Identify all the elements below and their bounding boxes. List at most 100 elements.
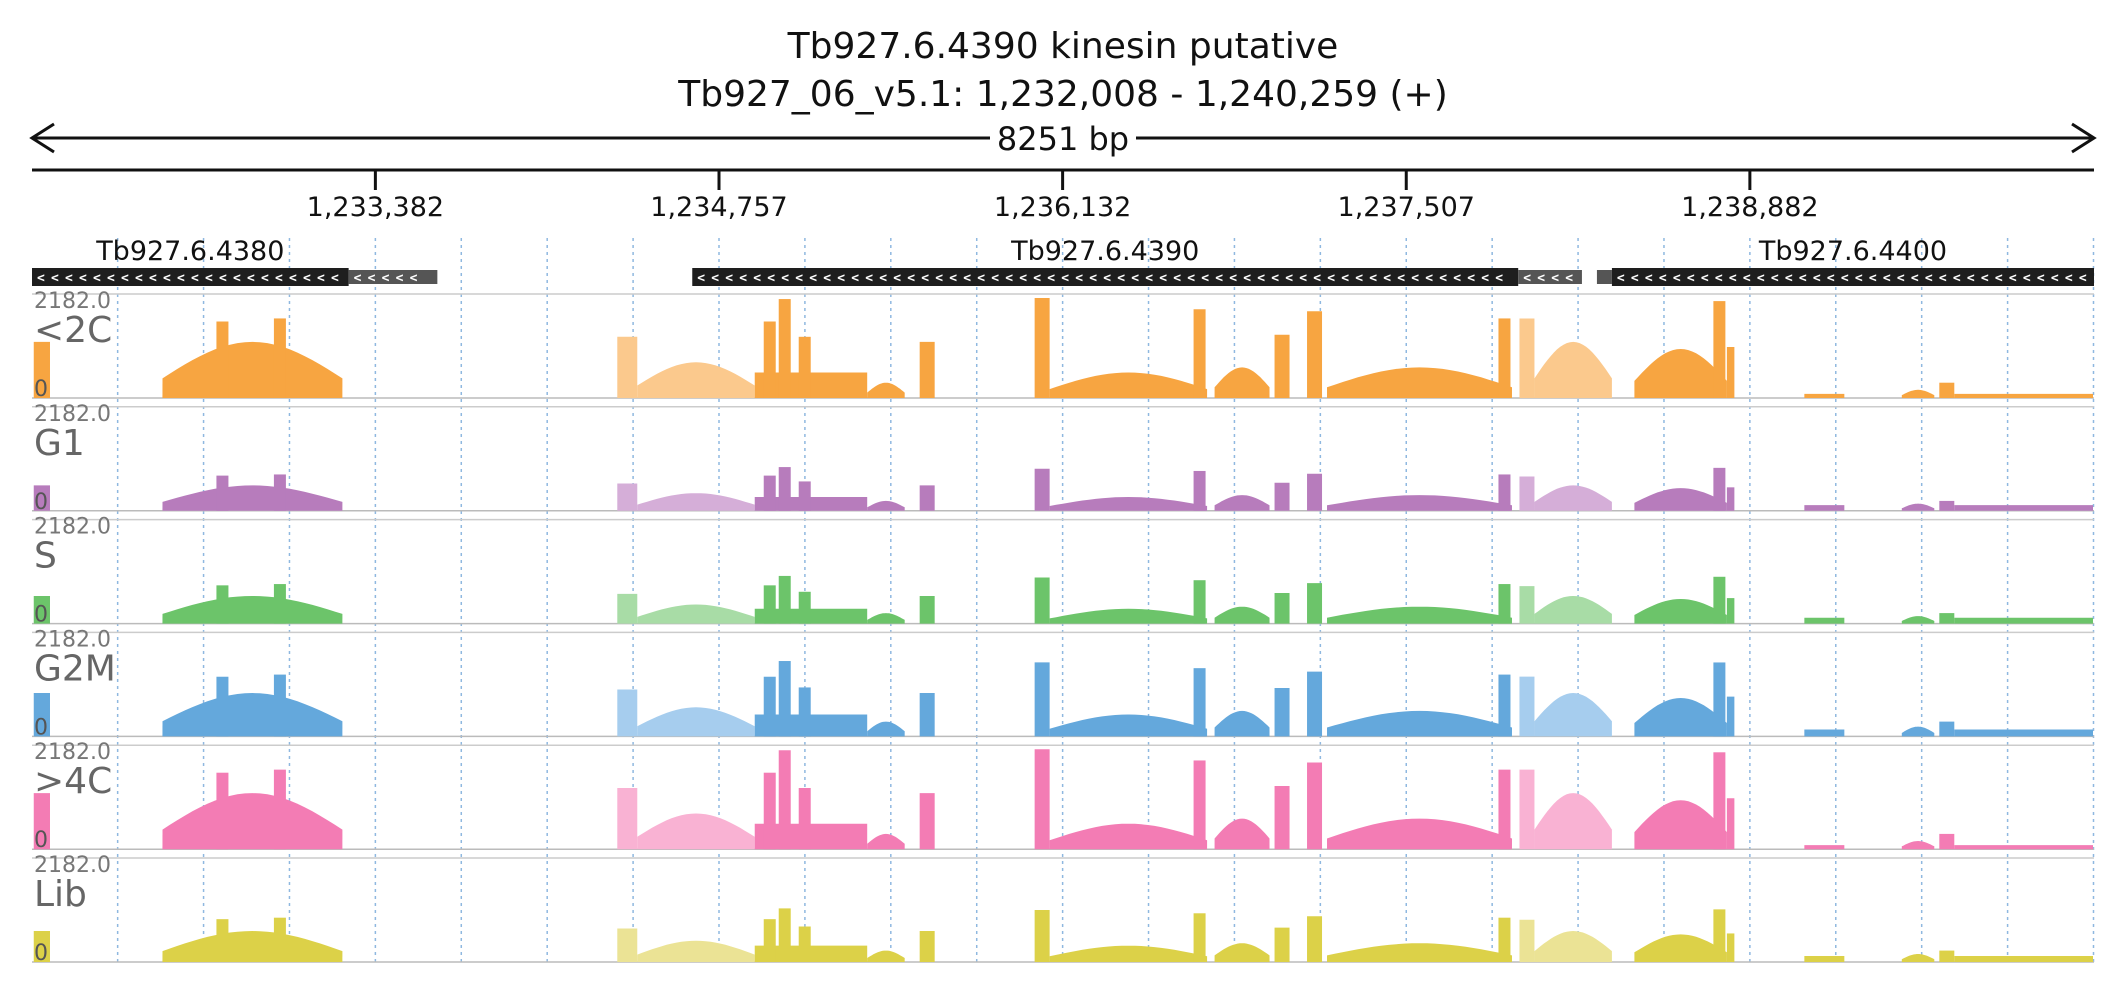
strand-chevron: < (1005, 271, 1013, 286)
track-4: 2182.0>4C 0 (32, 740, 2094, 853)
strand-chevron: < (275, 271, 283, 286)
strand-chevron: < (949, 271, 957, 286)
strand-chevron: < (977, 271, 985, 286)
strand-chevron: < (177, 271, 185, 286)
coverage-area (1634, 488, 1727, 511)
track-max-label: 2182.0 (34, 402, 111, 427)
strand-chevron: < (1061, 271, 1069, 286)
coverage-area (1519, 769, 1535, 850)
coverage-peak (273, 318, 286, 398)
coverage-area (1939, 382, 1955, 398)
strand-chevron: < (1089, 271, 1097, 286)
chart-title: Tb927.6.4390 kinesin putative (787, 26, 1339, 67)
strand-chevron: < (1411, 271, 1419, 286)
strand-chevron: < (149, 271, 157, 286)
strand-chevron: < (93, 271, 101, 286)
strand-chevron: < (51, 271, 59, 286)
coverage-area (637, 493, 755, 511)
coverage-area (1954, 393, 2094, 398)
coverage-area (1804, 845, 1845, 850)
coverage-peak (798, 926, 811, 962)
grid-lines (116, 238, 2095, 962)
coverage-peak (798, 336, 811, 398)
coverage-area (1214, 367, 1270, 398)
coverage-area (1804, 505, 1845, 511)
coverage-peak (778, 908, 791, 962)
coverage-area (1274, 785, 1290, 850)
coverage-peak (798, 687, 811, 737)
coverage-area (919, 595, 935, 624)
strand-chevron: < (1995, 271, 2003, 286)
strand-chevron: < (1799, 271, 1807, 286)
strand-chevron: < (303, 271, 311, 286)
strand-chevron: < (935, 271, 943, 286)
strand-chevron: < (1201, 271, 1209, 286)
coverage-peak (778, 750, 791, 850)
tick-label: 1,233,382 (307, 192, 444, 223)
strand-chevron: < (1453, 271, 1461, 286)
strand-chevron: < (739, 271, 747, 286)
strand-chevron: < (1313, 271, 1321, 286)
strand-chevron: < (921, 271, 929, 286)
coverage-peak (1498, 769, 1511, 850)
strand-chevron: < (1953, 271, 1961, 286)
coverage-peak (763, 772, 776, 850)
coverage-area (919, 341, 935, 398)
strand-chevron: < (1883, 271, 1891, 286)
coverage-peak (763, 321, 776, 398)
strand-chevron: < (233, 271, 241, 286)
strand-chevron: < (907, 271, 915, 286)
coverage-peak (273, 584, 286, 624)
coverage-area (1327, 606, 1512, 624)
strand-chevron: < (382, 271, 390, 286)
coverage-area (1954, 729, 2094, 737)
coverage-area (1049, 823, 1208, 850)
coverage-area (1954, 505, 2094, 511)
coverage-peak (1193, 309, 1206, 398)
strand-chevron: < (1117, 271, 1125, 286)
track-name: G2M (34, 648, 116, 689)
coverage-peak (273, 917, 286, 962)
coverage-peak (1498, 917, 1511, 962)
strand-chevron: < (2065, 271, 2073, 286)
coverage-area (1939, 721, 1955, 737)
strand-chevron: < (725, 271, 733, 286)
strand-chevron: < (37, 271, 45, 286)
coverage-area (1634, 800, 1727, 850)
strand-chevron: < (1645, 271, 1653, 286)
gene-Tb927.6.4380: < < < < < < < < < < < < < < < < < < < < < < < < < < < Tb927.6.4380 (32, 236, 438, 286)
track-zero-label: 0 (34, 603, 48, 628)
coverage-area (33, 341, 50, 398)
strand-chevron: < (1565, 271, 1573, 286)
track-name: S (34, 536, 57, 577)
coverage-peak (273, 474, 286, 511)
coverage-area (1034, 662, 1050, 737)
coverage-area (33, 930, 50, 962)
coverage-area (1519, 318, 1535, 398)
gene-label: Tb927.6.4380 (95, 236, 284, 267)
coverage-area (1534, 793, 1612, 850)
coverage-area (1954, 955, 2094, 962)
strand-chevron: < (753, 271, 761, 286)
coverage-peak (778, 575, 791, 624)
strand-chevron: < (1495, 271, 1503, 286)
coverage-area (1726, 696, 1735, 737)
strand-chevron: < (963, 271, 971, 286)
coverage-area (1534, 693, 1612, 737)
coverage-area (33, 693, 50, 737)
coverage-area (1634, 934, 1727, 962)
strand-chevron: < (1215, 271, 1223, 286)
track-max-label: 2182.0 (34, 515, 111, 540)
strand-chevron: < (1523, 271, 1531, 286)
coverage-peak (273, 674, 286, 737)
coverage-area (919, 793, 935, 850)
coverage-peak (216, 321, 229, 398)
strand-chevron: < (1771, 271, 1779, 286)
coverage-area (1901, 616, 1935, 624)
strand-chevron: < (107, 271, 115, 286)
coverage-area (1804, 955, 1845, 962)
coverage-area (1034, 298, 1050, 398)
